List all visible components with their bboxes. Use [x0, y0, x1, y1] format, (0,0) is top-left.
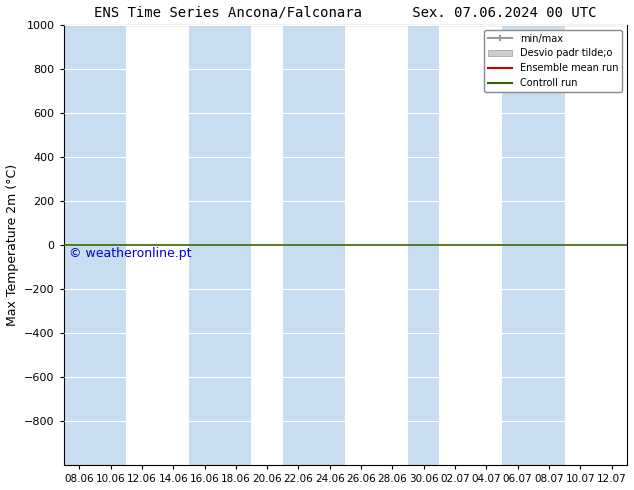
Text: © weatheronline.pt: © weatheronline.pt [69, 247, 191, 260]
Bar [63, 25, 126, 465]
Y-axis label: Max Temperature 2m (°C): Max Temperature 2m (°C) [6, 164, 18, 326]
Bar [283, 25, 346, 465]
Bar [189, 25, 252, 465]
Bar [408, 25, 439, 465]
Legend: min/max, Desvio padr tilde;o, Ensemble mean run, Controll run: min/max, Desvio padr tilde;o, Ensemble m… [484, 30, 623, 92]
Title: ENS Time Series Ancona/Falconara      Sex. 07.06.2024 00 UTC: ENS Time Series Ancona/Falconara Sex. 07… [94, 5, 597, 20]
Bar [502, 25, 565, 465]
